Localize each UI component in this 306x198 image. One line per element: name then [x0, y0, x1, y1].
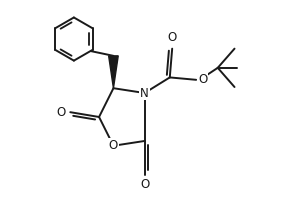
Text: O: O	[56, 106, 65, 119]
Text: O: O	[198, 73, 207, 86]
Text: N: N	[140, 87, 149, 100]
Text: O: O	[140, 178, 149, 191]
Text: O: O	[109, 139, 118, 152]
Text: O: O	[168, 31, 177, 44]
Polygon shape	[109, 56, 118, 88]
